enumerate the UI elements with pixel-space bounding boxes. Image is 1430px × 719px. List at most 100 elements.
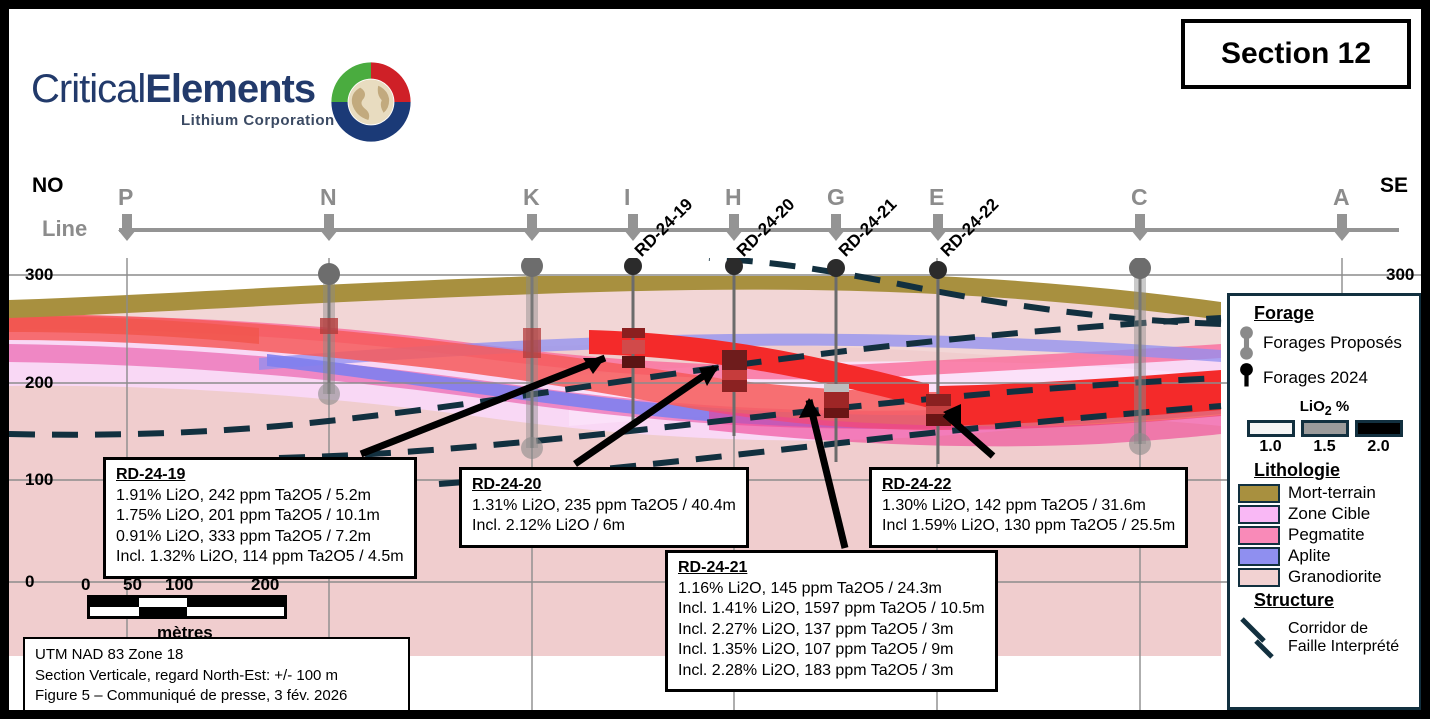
utm-line: Section Verticale, regard North-Est: +/-…: [35, 666, 339, 684]
line-tick-arrow-icon: [1131, 214, 1149, 241]
lio2-value: 1.0: [1259, 438, 1282, 455]
scale-bar-graphic: [87, 595, 287, 619]
legend-item-forages-2024: Forages 2024: [1238, 361, 1411, 395]
line-tick-label: P: [118, 184, 134, 210]
legend-lio2-title: LiO2 %: [1238, 398, 1411, 418]
callout-line: Incl. 2.27% Li2O, 137 ppm Ta2O5 / 3m: [678, 620, 954, 638]
drilled-collar-icon: [1240, 363, 1253, 387]
litho-swatch-zone-cible: [1238, 504, 1280, 524]
callout-title: RD-24-22: [882, 476, 952, 493]
legend-lio2-text: LiO: [1299, 398, 1325, 415]
line-tick-arrow-icon: [118, 214, 136, 241]
callout-line: Incl. 1.35% Li2O, 107 ppm Ta2O5 / 9m: [678, 641, 954, 659]
callout-line: 1.16% Li2O, 145 ppm Ta2O5 / 24.3m: [678, 580, 942, 597]
layer-aplite-upper: [259, 333, 1221, 370]
legend-label: Mort-terrain: [1288, 483, 1376, 502]
arrow-to-rd-24-20: [573, 365, 717, 467]
scale-bar: 0 50 100 200 mètres: [79, 575, 299, 642]
legend-lio2-swatches: [1238, 420, 1411, 437]
leader-arrows: [359, 354, 996, 549]
line-axis: [119, 228, 1399, 232]
callout-line: Incl. 1.41% Li2O, 1597 ppm Ta2O5 / 10.5m: [678, 600, 985, 618]
callout-title: RD-24-20: [472, 476, 542, 493]
line-tick-arrow-icon: [827, 214, 845, 241]
logo-tagline: Lithium Corporation: [181, 112, 335, 129]
proposed-collar-icon: [1240, 326, 1253, 360]
line-tick-arrow-icon: [1333, 214, 1351, 241]
scale-tick: 100: [165, 575, 194, 594]
callout-rd-24-21: RD-24-21 1.16% Li2O, 145 ppm Ta2O5 / 24.…: [665, 550, 998, 693]
elevation-label-0-left: 0: [25, 572, 35, 591]
callout-line: 0.91% Li2O, 333 ppm Ta2O5 / 7.2m: [116, 527, 371, 545]
fault-line-mid: [9, 315, 1222, 438]
zone-highgrade-core-left: [589, 330, 929, 408]
arrow-to-rd-24-19: [359, 354, 607, 458]
arrow-to-rd-24-21: [805, 399, 849, 549]
utm-line: Figure 5 – Communiqué de presse, 3 fév. …: [35, 687, 348, 705]
callout-title: RD-24-19: [116, 466, 186, 483]
leader-arrowheads: [583, 358, 961, 424]
callout-rd-24-22: RD-24-22 1.30% Li2O, 142 ppm Ta2O5 / 31.…: [869, 467, 1189, 548]
orientation-label-southeast: SE: [1380, 174, 1409, 197]
lio2-value: 2.0: [1367, 438, 1390, 455]
drillhole-proposed-n: [318, 263, 340, 405]
fault-line-upper: [708, 258, 1222, 327]
legend-label: Zone Cible: [1288, 504, 1371, 523]
elevation-label-300-left: 300: [25, 265, 54, 284]
legend-label: Faille Interprété: [1288, 638, 1400, 655]
arrow-to-rd-24-22: [942, 411, 996, 459]
line-tick-arrow-icon: [624, 214, 642, 241]
line-tick-arrow-icon: [929, 214, 947, 241]
callout-title: RD-24-21: [678, 559, 748, 576]
callout-line: 1.30% Li2O, 142 ppm Ta2O5 / 31.6m: [882, 497, 1146, 514]
legend-item-pegmatite: Pegmatite: [1238, 525, 1411, 545]
scale-tick: 50: [123, 575, 142, 594]
zone-highgrade-core-far-left: [9, 316, 259, 344]
drillhole-rd-24-22: [926, 261, 951, 464]
fault-line-icon: [1240, 617, 1274, 659]
drillhole-rd-24-21: [824, 259, 849, 462]
fault-corridors: [9, 258, 1222, 487]
line-tick-label: I: [624, 184, 631, 210]
legend-item-mort-terrain: Mort-terrain: [1238, 483, 1411, 503]
drillholes: [318, 258, 1151, 464]
legend-label: Pegmatite: [1288, 525, 1365, 544]
line-tick-label: K: [523, 184, 540, 210]
legend-label: Forages Proposés: [1263, 333, 1402, 352]
section-title-box: Section 12: [1181, 19, 1411, 89]
callout-line: 1.75% Li2O, 201 ppm Ta2O5 / 10.1m: [116, 507, 380, 525]
legend-lithologie-title: Lithologie: [1254, 460, 1340, 480]
line-tick-label: H: [725, 184, 742, 210]
logo-word-critical: Critical: [31, 67, 146, 111]
lio2-value: 1.5: [1313, 438, 1336, 455]
lio2-swatch-2.0: [1354, 420, 1403, 437]
litho-swatch-mort-terrain: [1238, 483, 1280, 503]
line-tick-label: A: [1333, 184, 1350, 210]
logo-word-elements: Elements: [145, 67, 316, 111]
utm-info-box: UTM NAD 83 Zone 18 Section Verticale, re…: [23, 637, 410, 710]
callout-rd-24-19: RD-24-19 1.91% Li2O, 242 ppm Ta2O5 / 5.2…: [103, 457, 417, 579]
legend-item-zone-cible: Zone Cible: [1238, 504, 1411, 524]
fault-line-lower: [278, 375, 1222, 461]
fault-line-deep: [438, 403, 1222, 487]
line-tick-arrow-icon: [523, 214, 541, 241]
globe-logo-icon: [331, 62, 411, 142]
lio2-swatch-1.5: [1300, 420, 1349, 437]
line-axis-label: Line: [42, 216, 88, 241]
drillhole-proposed-k: [521, 258, 543, 459]
legend-label: Aplite: [1288, 546, 1331, 565]
litho-swatch-aplite: [1238, 546, 1280, 566]
elevation-label-100-left: 100: [25, 470, 54, 489]
legend-item-structure: Corridor de Faille Interprété: [1238, 613, 1411, 663]
legend-panel: Forage Forages Proposés Forages 2024 LiO…: [1227, 293, 1421, 710]
scale-tick: 200: [251, 575, 280, 594]
line-tick-arrow-icon: [320, 214, 338, 241]
callout-line: Incl. 2.28% Li2O, 183 ppm Ta2O5 / 3m: [678, 661, 954, 679]
litho-swatch-pegmatite: [1238, 525, 1280, 545]
line-tick-arrow-icon: [725, 214, 743, 241]
orientation-label-northwest: NO: [32, 174, 64, 197]
line-tick-label: G: [827, 184, 845, 210]
drillhole-proposed-c: [1129, 258, 1151, 455]
company-logo: CriticalElements Lithium Corporation: [31, 39, 431, 142]
